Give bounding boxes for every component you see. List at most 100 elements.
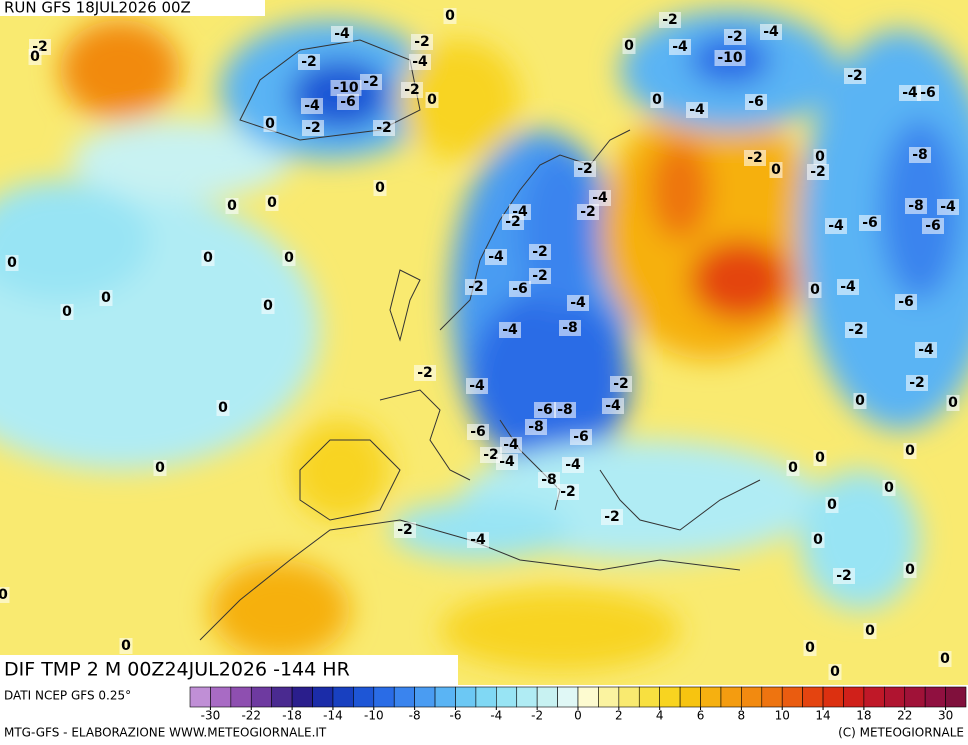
label-bg	[0, 587, 10, 603]
label-bg	[119, 638, 133, 654]
contour-label: -4	[940, 199, 956, 215]
label-bg	[744, 150, 766, 166]
legend-swatch	[598, 686, 620, 708]
contour-label: 0	[0, 587, 8, 603]
label-bg	[261, 298, 275, 314]
label-bg	[745, 94, 767, 110]
label-bg	[813, 450, 827, 466]
footer-right: (C) METEOGIORNALE	[838, 726, 964, 740]
contour-label: 0	[375, 180, 385, 196]
contour-label: 0	[284, 250, 294, 266]
legend-swatch	[679, 686, 701, 708]
label-bg	[938, 651, 952, 667]
contour-label: -2	[909, 375, 925, 391]
label-bg	[562, 457, 584, 473]
contour-label: 0	[121, 638, 131, 654]
map-field: RUN GFS 18JUL2026 00Z DIF TMP 2 M 00Z24J…	[0, 0, 968, 685]
contour-label: -2	[414, 34, 430, 50]
contour-label: 0	[267, 195, 277, 211]
contour-label: -10	[333, 80, 359, 96]
label-bg	[28, 49, 42, 65]
legend-swatch	[761, 686, 783, 708]
label-bg	[937, 199, 959, 215]
contour-label: 0	[263, 298, 273, 314]
contour-label: 0	[905, 562, 915, 578]
legend-tick-label: 14	[815, 709, 830, 723]
label-bg	[502, 214, 524, 230]
contour-label: 0	[203, 250, 213, 266]
label-bg	[60, 304, 74, 320]
contour-label: 0	[905, 443, 915, 459]
contour-label: -4	[918, 342, 934, 358]
legend-swatch	[863, 686, 885, 708]
contour-label: 0	[813, 532, 823, 548]
legend-tick-label: 30	[938, 709, 953, 723]
contour-label: -8	[528, 419, 544, 435]
label-bg	[225, 198, 239, 214]
contour-label: 0	[62, 304, 72, 320]
label-bg	[337, 94, 359, 110]
label-bg	[559, 320, 581, 336]
label-bg	[529, 244, 551, 260]
contour-label: 0	[652, 92, 662, 108]
legend-swatch	[924, 686, 946, 708]
label-bg	[905, 198, 927, 214]
label-bg	[414, 365, 436, 381]
label-bg	[577, 204, 599, 220]
label-bg	[845, 322, 867, 338]
label-bg	[844, 68, 866, 84]
label-bg	[425, 92, 439, 108]
contour-label: 0	[30, 49, 40, 65]
label-bg	[509, 281, 531, 297]
label-bg	[567, 295, 589, 311]
legend-tick-label: 10	[775, 709, 790, 723]
contour-label: -6	[862, 215, 878, 231]
label-bg	[859, 215, 881, 231]
contour-label: -4	[605, 398, 621, 414]
legend-swatch	[291, 686, 313, 708]
legend-tick-label: 22	[897, 709, 912, 723]
legend-swatch	[230, 686, 252, 708]
label-bg	[5, 255, 19, 271]
label-bg	[216, 400, 230, 416]
contour-label: 0	[265, 116, 275, 132]
label-bg	[467, 532, 489, 548]
contour-label: -10	[717, 50, 743, 66]
legend-swatch	[822, 686, 844, 708]
label-bg	[903, 562, 917, 578]
contour-label: -6	[340, 94, 356, 110]
contour-label: 0	[771, 162, 781, 178]
legend-swatch	[945, 686, 967, 708]
contour-label: 0	[827, 497, 837, 513]
contour-label: -2	[483, 447, 499, 463]
label-bg	[825, 497, 839, 513]
legend-swatch	[414, 686, 436, 708]
contour-label: -8	[908, 198, 924, 214]
legend-swatch	[373, 686, 395, 708]
label-bg	[302, 120, 324, 136]
label-bg	[265, 195, 279, 211]
contour-label: 0	[7, 255, 17, 271]
label-bg	[769, 162, 783, 178]
label-bg	[465, 279, 487, 295]
label-bg	[811, 532, 825, 548]
color-scale: -30 -22 -18 -14 -10 -8 -6 -4 -2 0 2 4 6 8 10 14 18 22 30	[189, 686, 967, 723]
legend-swatch	[353, 686, 375, 708]
label-bg	[917, 85, 939, 101]
contour-label: 0	[218, 400, 228, 416]
label-bg	[899, 85, 921, 101]
label-bg	[803, 640, 817, 656]
legend-swatch	[312, 686, 334, 708]
contour-label: -4	[840, 279, 856, 295]
label-bg	[825, 218, 847, 234]
contour-label: 0	[948, 395, 958, 411]
contour-label: -8	[562, 320, 578, 336]
label-bg	[808, 282, 822, 298]
legend-swatch	[250, 686, 272, 708]
label-bg	[833, 568, 855, 584]
label-bg	[301, 98, 323, 114]
label-bg	[201, 250, 215, 266]
legend-tick-label: -8	[409, 709, 421, 723]
contour-label: 0	[805, 640, 815, 656]
